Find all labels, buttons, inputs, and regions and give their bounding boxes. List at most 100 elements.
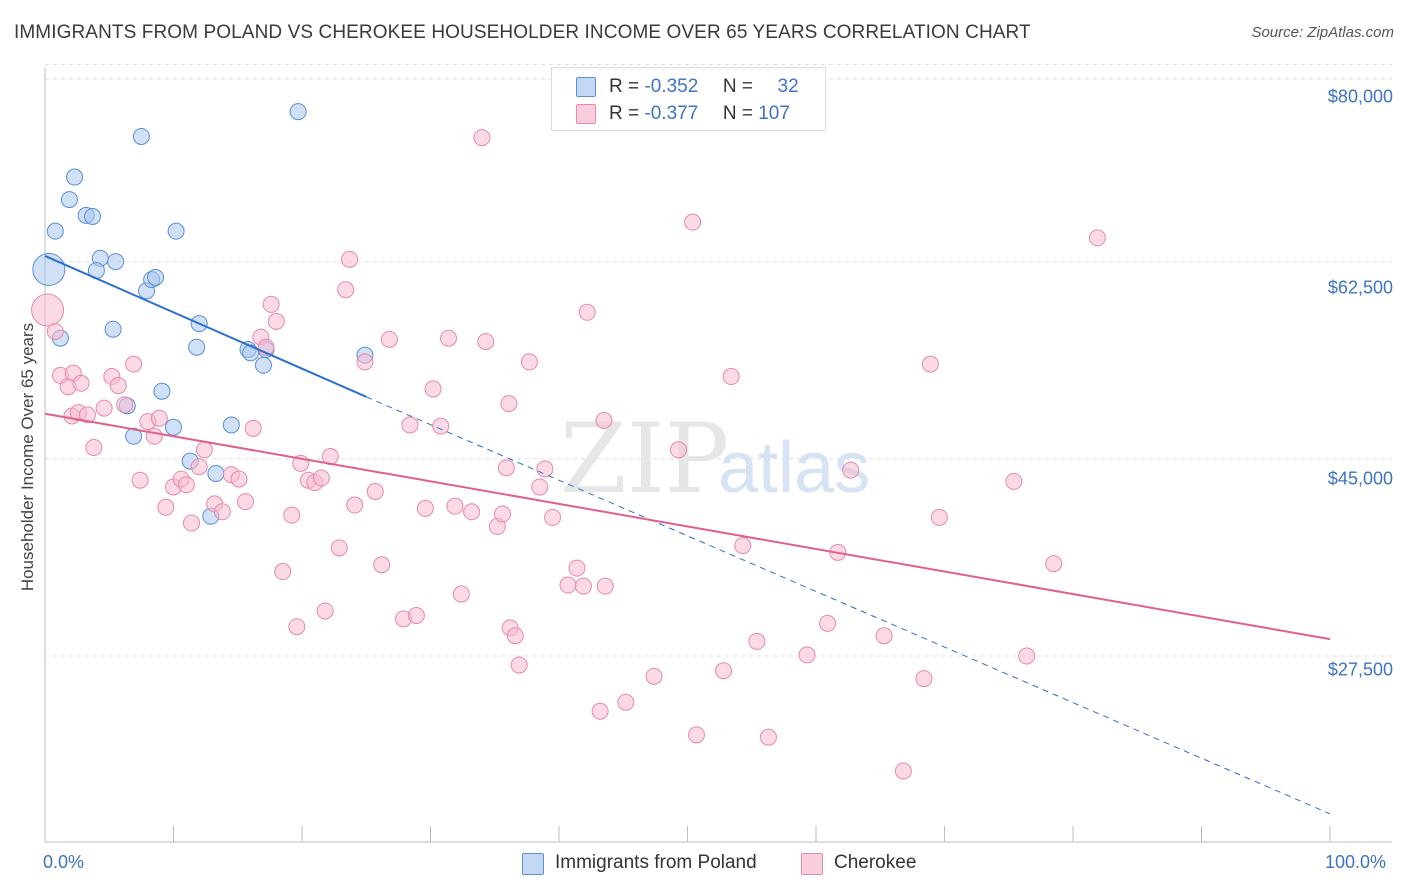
cherokee-point: [356, 353, 374, 371]
cherokee-point: [759, 728, 777, 746]
legend-label: Cherokee: [834, 852, 917, 873]
cherokee-point: [568, 559, 586, 577]
cherokee-point: [330, 539, 348, 557]
cherokee-point: [31, 293, 65, 327]
poland-point: [289, 103, 307, 121]
poland-point: [66, 168, 84, 186]
cherokee-point: [684, 213, 702, 231]
poland-swatch: [522, 853, 544, 875]
cherokee-point: [591, 702, 609, 720]
cherokee-point: [401, 416, 419, 434]
poland-point: [188, 338, 206, 356]
cherokee-point: [446, 497, 464, 515]
cherokee-point: [182, 514, 200, 532]
cherokee-point: [346, 496, 364, 514]
cherokee-point: [915, 670, 933, 688]
cherokee-point: [274, 563, 292, 581]
cherokee-point: [262, 295, 280, 313]
poland-point: [147, 268, 165, 286]
cherokee-point: [574, 577, 592, 595]
cherokee-point: [373, 556, 391, 574]
r-value: -0.377: [644, 103, 699, 124]
cherokee-point: [316, 602, 334, 620]
cherokee-point: [748, 632, 766, 650]
cherokee-swatch: [576, 104, 596, 124]
poland-point: [132, 127, 150, 145]
cherokee-point: [819, 614, 837, 632]
cherokee-point: [559, 576, 577, 594]
chart-title: IMMIGRANTS FROM POLAND VS CHEROKEE HOUSE…: [14, 22, 1031, 43]
n-label: N =: [722, 103, 753, 124]
poland-point: [107, 253, 125, 271]
cherokee-point: [477, 333, 495, 351]
cherokee-point: [85, 439, 103, 457]
r-label: R =: [609, 103, 640, 124]
poland-trend-line: [44, 255, 367, 398]
cherokee-point: [875, 627, 893, 645]
cherokee-point: [46, 322, 64, 340]
axes: [44, 68, 1392, 843]
cherokee-point: [497, 459, 515, 477]
cherokee-point: [617, 693, 635, 711]
cherokee-point: [1045, 555, 1063, 573]
cherokee-point: [1018, 647, 1036, 665]
legend-label: Immigrants from Poland: [555, 852, 757, 873]
cherokee-trend-line: [44, 412, 1331, 641]
poland-point: [242, 344, 260, 362]
poland-swatch: [576, 77, 596, 97]
poland-point: [165, 418, 182, 436]
cherokee-point: [734, 537, 752, 555]
source-credit: Source: ZipAtlas.com: [1251, 24, 1394, 41]
cherokee-point: [930, 508, 948, 526]
cherokee-point: [500, 395, 518, 413]
cherokee-point: [424, 380, 442, 398]
cherokee-point: [288, 618, 306, 636]
cherokee-point: [595, 411, 613, 429]
x-tick-label-min: 0.0%: [43, 852, 85, 872]
cherokee-point: [432, 417, 450, 435]
cherokee-point: [150, 409, 168, 427]
cherokee-point: [544, 508, 562, 526]
r-label: R =: [609, 76, 640, 97]
cherokee-point: [473, 129, 491, 147]
cherokee-point: [687, 726, 705, 744]
y-axis-label: Householder Income Over 65 years: [18, 322, 37, 592]
poland-point: [60, 191, 78, 209]
cherokee-point: [506, 627, 524, 645]
cherokee-point: [842, 461, 860, 479]
cherokee-point: [125, 355, 143, 373]
cherokee-point: [337, 281, 355, 299]
cherokee-point: [798, 646, 816, 664]
cherokee-point: [407, 606, 425, 624]
watermark: ZIP atlas: [560, 403, 870, 515]
r-value: -0.352: [644, 76, 699, 97]
cherokee-point: [493, 505, 511, 523]
n-label: N =: [722, 76, 753, 97]
cherokee-point: [596, 577, 614, 595]
cherokee-point: [312, 469, 330, 487]
poland-point: [207, 464, 225, 482]
watermark-zip: ZIP: [560, 403, 729, 515]
cherokee-point: [195, 441, 213, 459]
cherokee-point: [109, 377, 127, 395]
cherokee-point: [531, 478, 549, 496]
cherokee-point: [439, 329, 457, 347]
cherokee-point: [452, 585, 470, 603]
cherokee-point: [714, 662, 732, 680]
poland-point: [84, 208, 102, 225]
n-value: 32: [777, 76, 799, 97]
cherokee-swatch: [801, 853, 823, 875]
cherokee-point: [244, 419, 262, 437]
cherokee-point: [645, 667, 663, 685]
cherokee-point: [116, 396, 134, 414]
cherokee-point: [78, 406, 96, 424]
cherokee-point: [1088, 229, 1106, 247]
cherokee-point: [236, 493, 254, 511]
cherokee-point: [722, 368, 740, 386]
cherokee-point: [670, 441, 688, 459]
cherokee-point: [213, 503, 231, 521]
cherokee-point: [1005, 472, 1023, 490]
poland-point: [222, 416, 240, 434]
cherokee-point: [72, 374, 90, 392]
poland-point: [104, 320, 122, 338]
